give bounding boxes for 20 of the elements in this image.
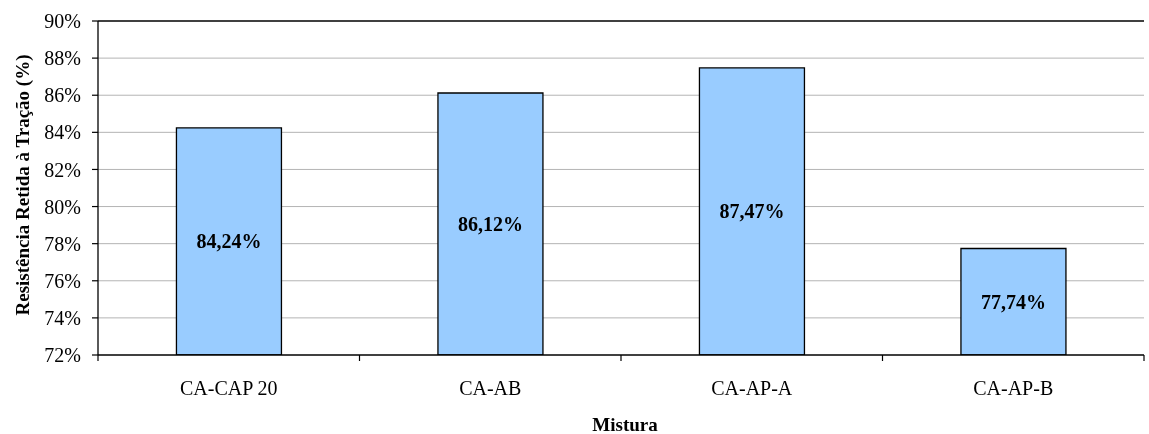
data-label: 77,74% bbox=[980, 290, 1046, 313]
data-label: 87,47% bbox=[719, 200, 785, 223]
y-tick-label: 86% bbox=[44, 84, 81, 107]
x-tick-label: CA-AB bbox=[459, 377, 522, 399]
y-tick-label: 78% bbox=[44, 232, 81, 255]
y-tick-label: 90% bbox=[44, 10, 81, 33]
data-label: 84,24% bbox=[196, 230, 262, 253]
y-tick-label: 88% bbox=[44, 47, 81, 70]
y-tick-label: 82% bbox=[44, 158, 81, 181]
y-tick-label: 84% bbox=[44, 121, 81, 144]
y-tick-label: 80% bbox=[44, 195, 81, 218]
x-tick-label: CA-AP-B bbox=[973, 377, 1054, 399]
y-tick-label: 72% bbox=[44, 344, 81, 367]
y-tick-label: 74% bbox=[44, 306, 81, 329]
data-label: 86,12% bbox=[457, 213, 523, 235]
x-tick-label: CA-CAP 20 bbox=[179, 377, 278, 399]
y-axis-title: Resistência Retida à Tração (%) bbox=[11, 54, 34, 316]
x-tick-label: CA-AP-A bbox=[711, 377, 793, 399]
x-axis-title: Mistura bbox=[592, 413, 659, 434]
y-tick-label: 76% bbox=[44, 269, 81, 292]
